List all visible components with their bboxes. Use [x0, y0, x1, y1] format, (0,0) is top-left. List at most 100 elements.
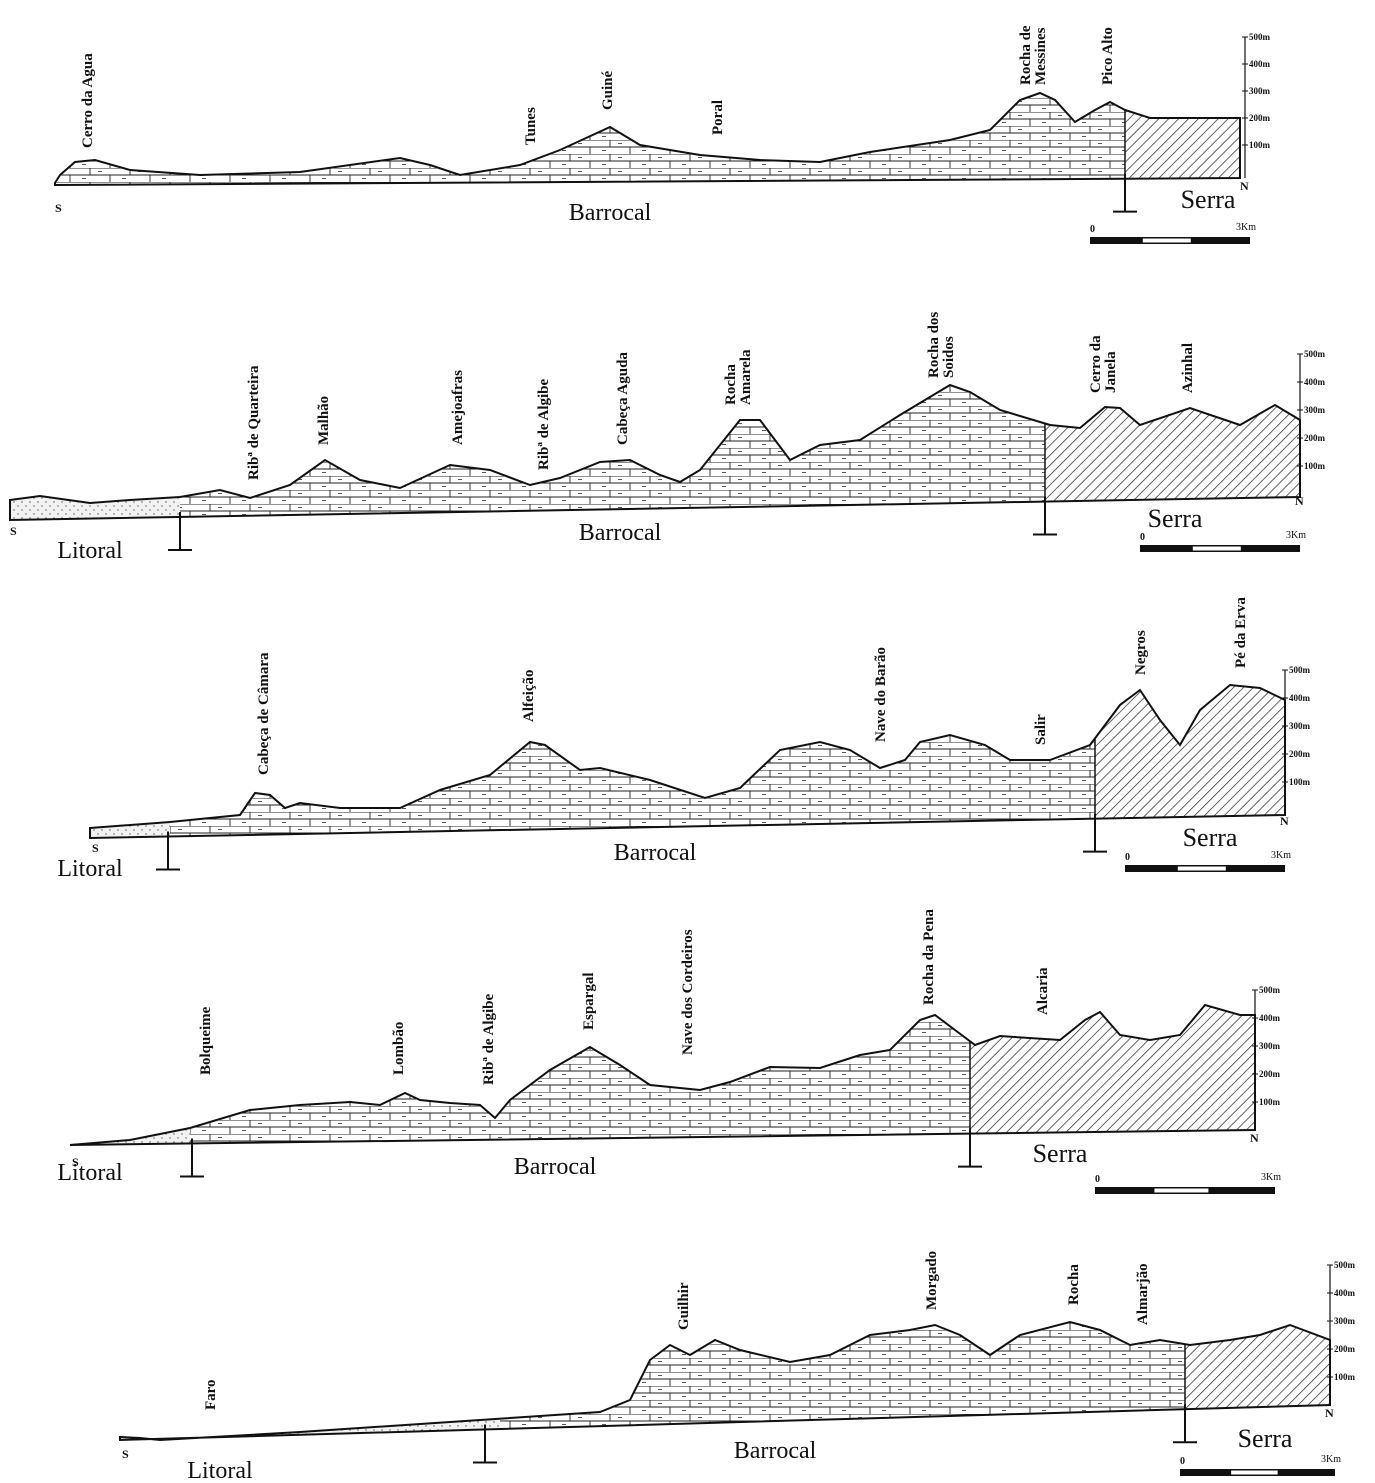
south-label: S: [10, 524, 17, 538]
height-label: 400m: [1334, 1288, 1356, 1298]
serra-label: Serra: [1181, 185, 1236, 214]
peak-label: Ribª de Quarteira: [246, 365, 262, 480]
peak-label: Espargal: [581, 972, 597, 1030]
north-label: N: [1325, 1406, 1334, 1420]
height-label: 200m: [1304, 433, 1326, 443]
litoral-label: Litoral: [57, 538, 123, 564]
height-label: 200m: [1289, 749, 1311, 759]
peak-label: Azinhal: [1180, 343, 1196, 393]
serra-label: Serra: [1033, 1139, 1088, 1168]
height-label: 500m: [1334, 1260, 1356, 1270]
scale-bar-segment: [1154, 1189, 1208, 1193]
peak-label: Guilhir: [676, 1282, 692, 1330]
peak-label: Janela: [1103, 351, 1119, 393]
south-label: S: [55, 201, 62, 215]
height-label: 100m: [1289, 777, 1311, 787]
peak-label: Rocha de: [1018, 25, 1034, 85]
peak-label: Morgado: [924, 1251, 940, 1310]
height-label: 400m: [1304, 377, 1326, 387]
serra-label: Serra: [1148, 504, 1203, 533]
peak-label: Salir: [1033, 714, 1049, 745]
height-label: 400m: [1289, 693, 1311, 703]
scale-bar-start: 0: [1140, 532, 1145, 543]
north-label: N: [1280, 814, 1289, 828]
scale-bar-end: 3Km: [1321, 1454, 1341, 1465]
peak-label: Faro: [203, 1379, 219, 1410]
peak-label: Cerro da: [1088, 335, 1104, 393]
scale-bar-end: 3Km: [1236, 222, 1256, 233]
north-label: N: [1240, 179, 1249, 193]
litoral-label: Litoral: [187, 1458, 253, 1483]
peak-label: Tunes: [523, 107, 539, 145]
height-label: 100m: [1304, 461, 1326, 471]
scale-bar-end: 3Km: [1286, 530, 1306, 541]
peak-label: Amejoafras: [450, 370, 466, 445]
peak-label: Rocha: [723, 364, 739, 405]
peak-label: Ribª de Algibe: [536, 378, 552, 470]
peak-label: Negros: [1133, 630, 1149, 675]
peak-label: Alcaria: [1035, 967, 1051, 1015]
peak-label: Cabeça de Câmara: [256, 652, 272, 775]
peak-label: Pico Alto: [1100, 27, 1116, 85]
barrocal-label: Barrocal: [614, 840, 697, 866]
height-label: 300m: [1304, 405, 1326, 415]
peak-label: Ribª de Algibe: [481, 993, 497, 1085]
peak-label: Amarela: [738, 349, 754, 405]
scale-bar-start: 0: [1180, 1456, 1185, 1467]
litoral-fill: [120, 0, 500, 1483]
scale-bar-end: 3Km: [1271, 850, 1291, 861]
scale-bar-segment: [1178, 867, 1226, 871]
peak-label: Messines: [1033, 27, 1049, 85]
scale-bar-segment: [1231, 1471, 1278, 1475]
height-label: 400m: [1249, 59, 1271, 69]
peak-label: Malhão: [316, 396, 332, 445]
peak-label: Rocha da Pena: [921, 909, 937, 1005]
height-label: 100m: [1249, 140, 1271, 150]
peak-label: Nave dos Cordeiros: [680, 929, 696, 1055]
scale-bar-start: 0: [1090, 224, 1095, 235]
peak-label: Poral: [710, 100, 726, 135]
south-label: S: [72, 1155, 79, 1169]
litoral-fill: [90, 0, 170, 1483]
barrocal-label: Barrocal: [579, 520, 662, 546]
height-label: 300m: [1289, 721, 1311, 731]
peak-label: Rocha dos: [926, 312, 942, 378]
serra-label: Serra: [1183, 823, 1238, 852]
height-label: 300m: [1334, 1316, 1356, 1326]
peak-label: Almarjão: [1135, 1263, 1151, 1325]
peak-label: Lombão: [391, 1022, 407, 1075]
height-label: 200m: [1259, 1069, 1281, 1079]
peak-label: Soidos: [941, 336, 957, 378]
peak-label: Alfeição: [521, 670, 537, 722]
peak-label: Bolqueime: [198, 1006, 214, 1075]
litoral-label: Litoral: [57, 856, 123, 882]
height-label: 300m: [1259, 1041, 1281, 1051]
height-label: 100m: [1259, 1097, 1281, 1107]
height-label: 100m: [1334, 1372, 1356, 1382]
height-label: 200m: [1334, 1344, 1356, 1354]
litoral-label: Litoral: [57, 1160, 123, 1186]
height-label: 500m: [1249, 32, 1271, 42]
barrocal-label: Barrocal: [569, 200, 652, 226]
height-label: 500m: [1304, 349, 1326, 359]
height-label: 500m: [1259, 985, 1281, 995]
litoral-fill: [70, 0, 190, 1483]
peak-label: Nave do Barão: [873, 647, 889, 742]
barrocal-label: Barrocal: [514, 1154, 597, 1180]
height-label: 200m: [1249, 113, 1271, 123]
litoral-fill: [10, 0, 180, 1483]
scale-bar-start: 0: [1125, 852, 1130, 863]
barrocal-label: Barrocal: [734, 1438, 817, 1464]
height-label: 400m: [1259, 1013, 1281, 1023]
peak-label: Rocha: [1066, 1264, 1082, 1305]
profile: [70, 0, 1255, 1483]
scale-bar-end: 3Km: [1261, 1172, 1281, 1183]
serra-label: Serra: [1238, 1424, 1293, 1453]
peak-label: Cabeça Aguda: [615, 352, 631, 445]
height-label: 500m: [1289, 665, 1311, 675]
peak-label: Cerro da Agua: [80, 53, 96, 148]
scale-bar-segment: [1143, 239, 1191, 243]
scale-bar-segment: [1193, 547, 1241, 551]
north-label: N: [1295, 494, 1304, 508]
south-label: S: [92, 841, 99, 855]
